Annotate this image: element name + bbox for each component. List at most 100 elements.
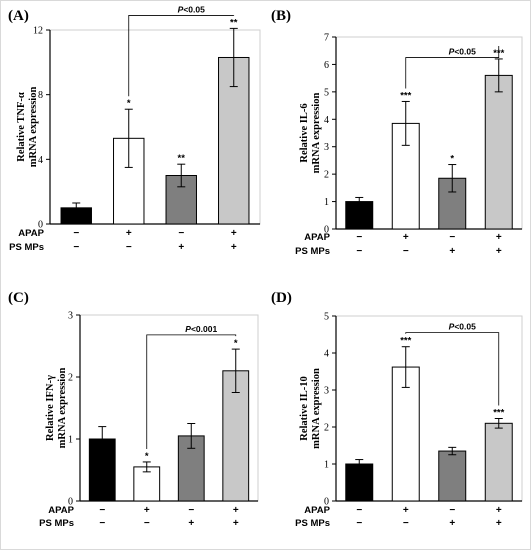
significance-label-4: ** [230,17,238,28]
condition-sign: − [73,242,79,253]
significance-label-2: * [145,451,149,462]
y-axis-label-line1: Relative IFN-γ [45,375,56,441]
significance-label-2: *** [400,336,411,347]
bar-3 [177,435,205,502]
condition-sign: + [496,505,502,516]
condition-sign: − [73,228,79,239]
condition-sign: + [231,242,237,253]
condition-sign: − [188,505,194,516]
p-value-symbol: P [178,4,184,14]
y-tick-label: 2 [324,170,329,181]
bar-1 [345,463,374,502]
y-axis-label-line1: Relative IL-10 [299,376,310,440]
condition-sign: − [403,518,409,529]
y-tick-label: 5 [324,312,329,323]
y-tick-label: 1 [324,460,329,471]
y-tick-label: 3 [68,311,73,322]
chart-panel-c: (C) 0 1 2 3 Relative IFN-γ mRNA expression * * P<… [8,290,259,529]
panel-label: (A) [8,8,29,24]
y-tick-label: 2 [68,373,73,384]
comparison-bracket [405,45,500,89]
condition-sign: + [403,232,409,243]
condition-sign: − [403,246,409,257]
y-tick-label: 6 [324,60,329,71]
p-value-symbol: P [185,324,191,334]
bar-2 [391,366,420,502]
condition-sign: − [178,228,184,239]
comparison-bracket [146,334,237,449]
y-tick-label: 1 [324,197,329,208]
p-value-symbol: P [449,322,455,332]
condition-sign: + [449,518,455,529]
y-tick-label: 4 [324,115,329,126]
significance-label-4: * [234,338,238,349]
condition-sign: − [356,246,362,257]
condition-row-label: PS MPs [39,518,74,529]
p-value-label: P<0.05 [178,4,205,14]
condition-sign: − [99,518,105,529]
condition-sign: + [403,505,409,516]
y-tick-label: 4 [324,349,329,360]
y-tick-label: 0 [324,225,329,236]
p-value-symbol: P [449,47,455,57]
condition-sign: + [231,228,237,239]
p-value-label: P<0.05 [449,322,476,332]
p-value-label: P<0.05 [449,47,476,57]
condition-sign: − [356,505,362,516]
y-tick-label: 4 [38,155,43,166]
panel-label: (B) [271,8,291,24]
significance-label-2: * [127,98,131,109]
condition-row-label: APAP [18,228,44,239]
y-axis-label-line2: mRNA expression [311,368,322,449]
condition-sign: + [496,518,502,529]
significance-label-3: * [450,154,454,165]
condition-sign: − [449,232,455,243]
condition-sign: + [188,518,194,529]
bar-4 [484,74,513,230]
condition-sign: − [356,232,362,243]
condition-sign: + [233,505,239,516]
bar-4 [484,422,513,502]
p-value-threshold: <0.001 [191,324,218,334]
y-tick-label: 1 [68,435,73,446]
y-axis-label-line2: mRNA expression [57,368,68,449]
condition-sign: − [144,518,150,529]
chart-panel-b: (B) 0 1 2 3 4 5 6 7 Relative IL-6 mRNA expression *… [271,8,523,257]
y-axis-label-line2: mRNA expression [311,93,322,174]
condition-row-label: PS MPs [295,246,330,257]
condition-row-label: PS MPs [9,242,44,253]
significance-label-3: ** [178,153,186,164]
condition-sign: + [144,505,150,516]
significance-label-4: *** [493,407,504,418]
condition-sign: − [449,505,455,516]
y-tick-label: 0 [324,497,329,508]
y-axis-label-line2: mRNA expression [28,87,39,168]
y-tick-label: 7 [324,33,329,44]
condition-sign: + [449,246,455,257]
condition-row-label: APAP [304,232,330,243]
condition-sign: + [496,246,502,257]
condition-sign: − [356,518,362,529]
condition-sign: − [99,505,105,516]
condition-row-label: APAP [304,505,330,516]
p-value-threshold: <0.05 [454,322,476,332]
condition-row-label: PS MPs [295,518,330,529]
y-tick-label: 12 [33,26,43,37]
condition-sign: + [178,242,184,253]
condition-row-label: APAP [48,505,74,516]
bar-3 [438,450,467,502]
comparison-bracket [405,332,500,406]
bar-2 [133,466,161,502]
condition-sign: + [126,228,132,239]
significance-label-2: *** [400,90,411,101]
panel-label: (D) [271,290,292,306]
y-tick-label: 5 [324,87,329,98]
y-tick-label: 0 [68,497,73,508]
condition-sign: − [126,242,132,253]
chart-panel-d: (D) 0 1 2 3 4 5 Relative IL-10 mRNA expression **… [271,290,523,529]
condition-sign: + [496,232,502,243]
comparison-bracket [128,15,235,97]
y-axis-label-line1: Relative IL-6 [299,103,310,162]
